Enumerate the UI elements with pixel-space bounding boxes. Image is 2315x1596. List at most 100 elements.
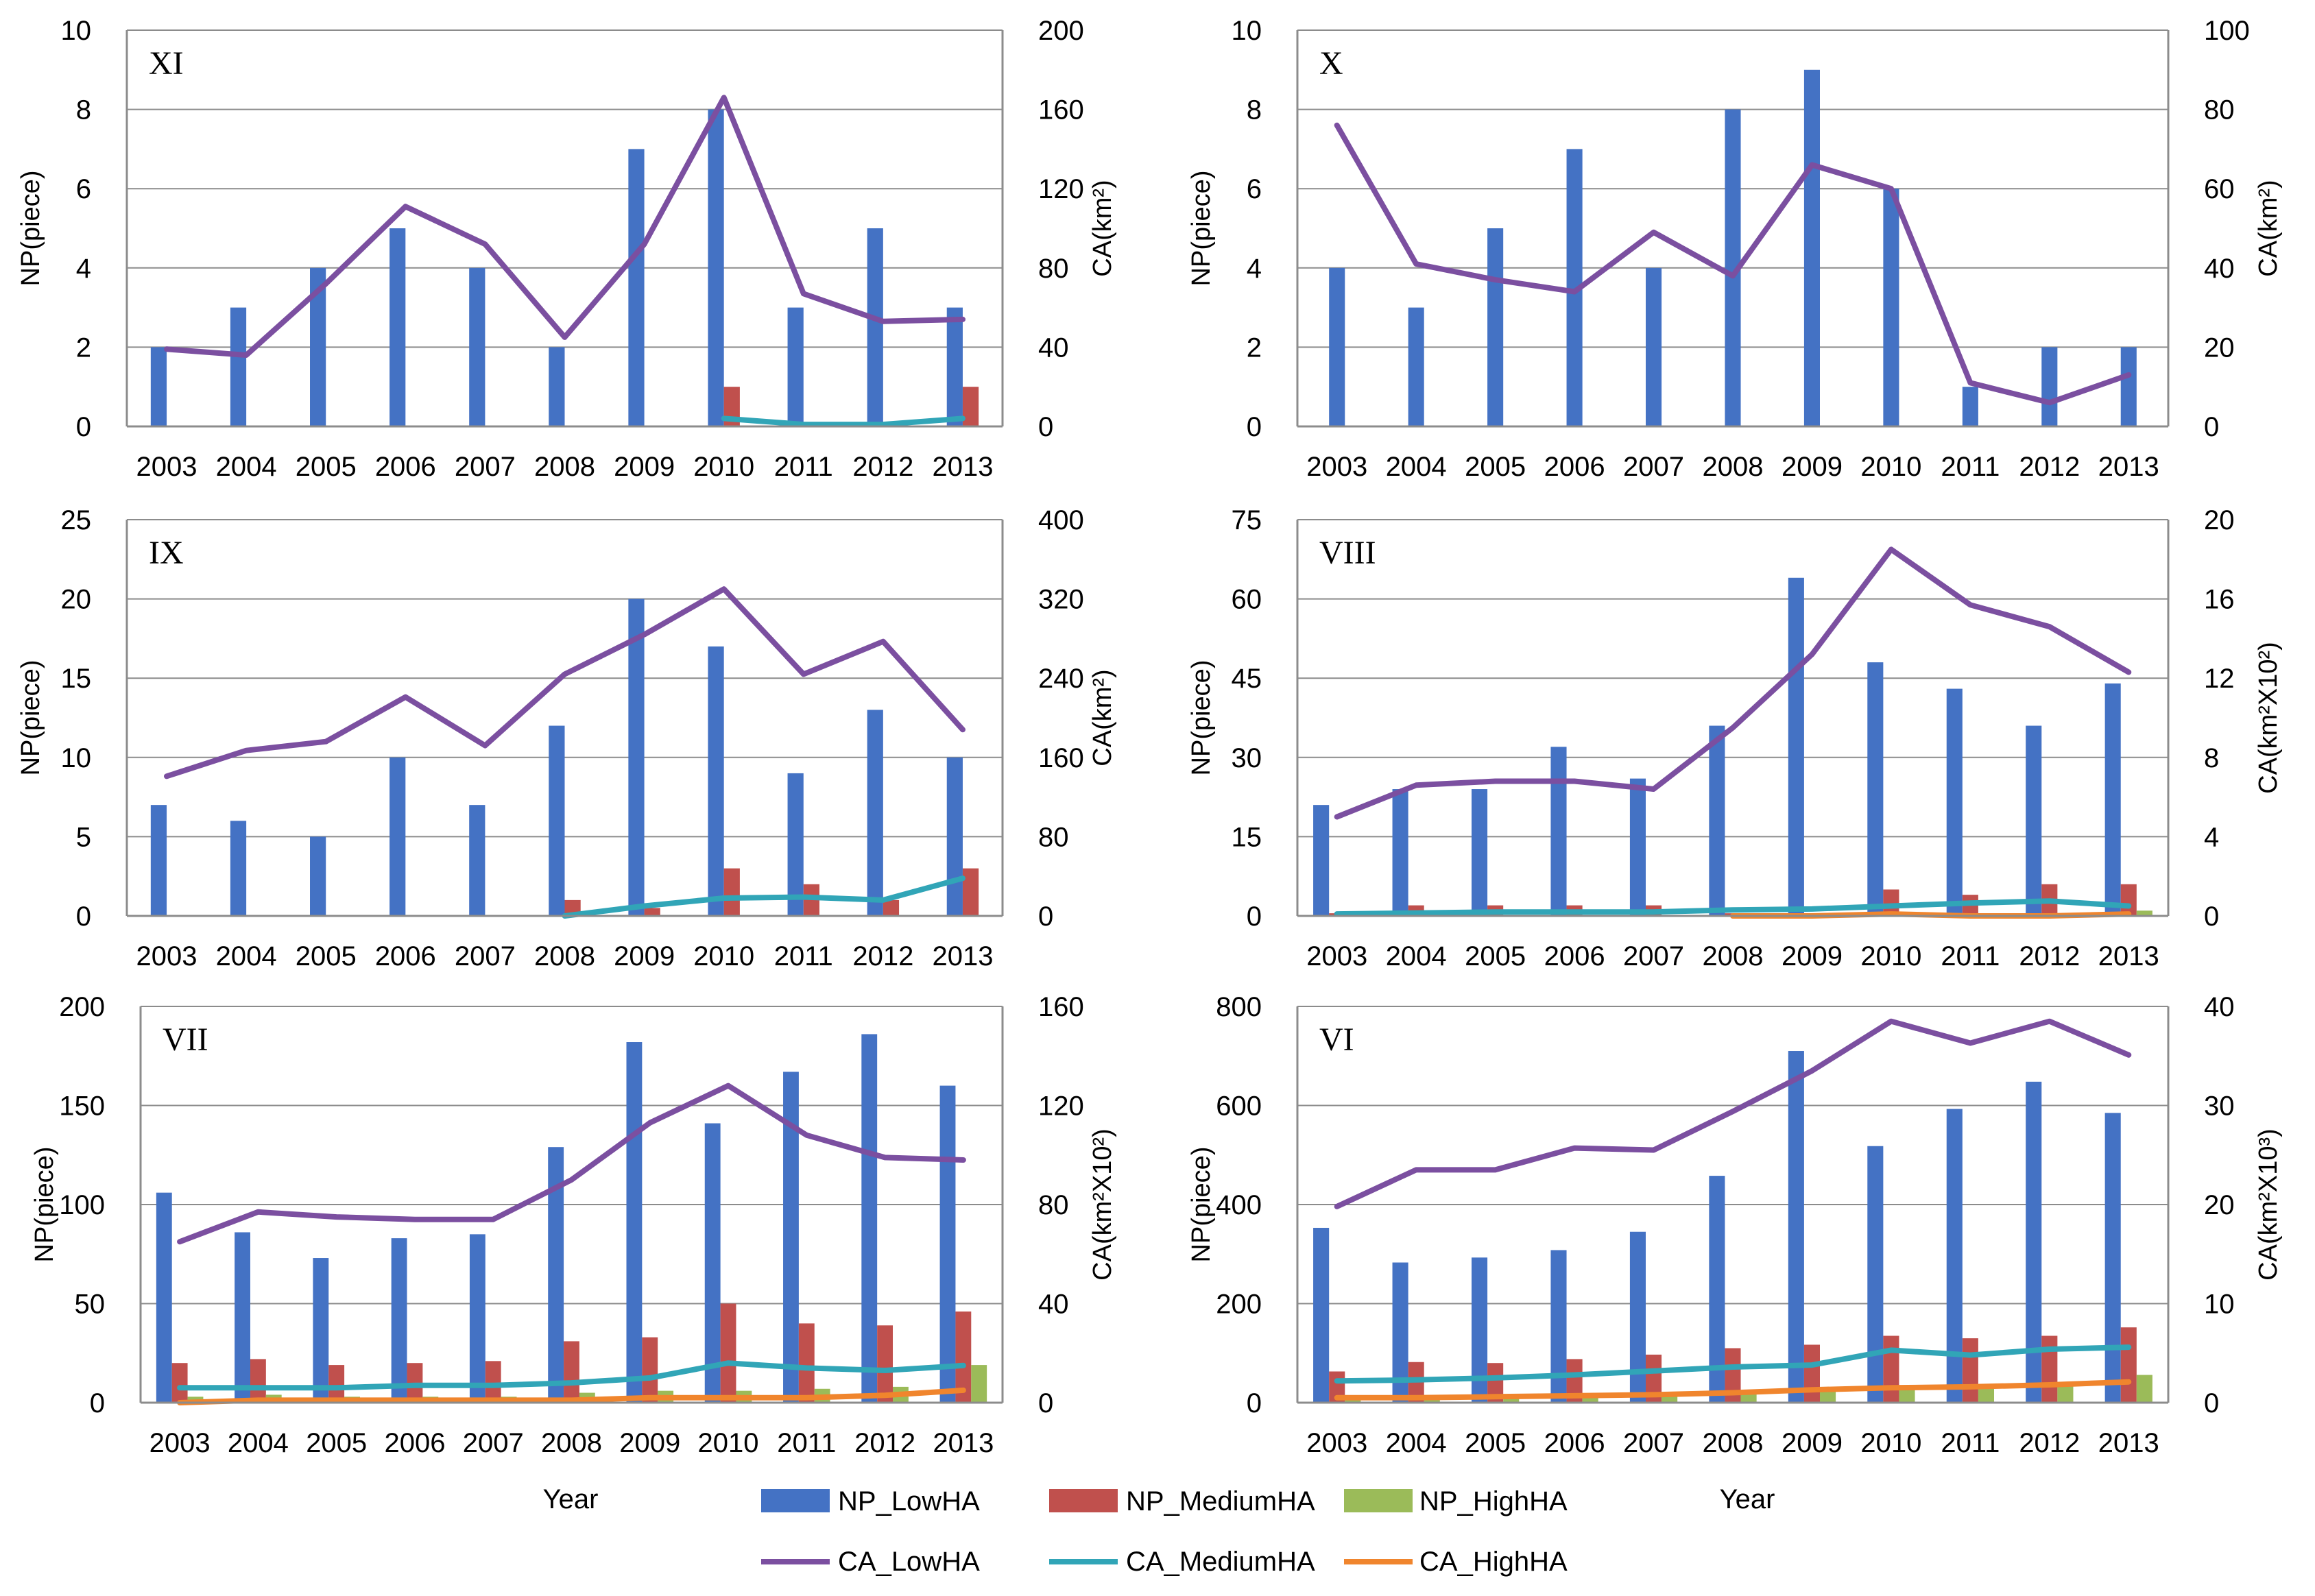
panel-viii-xtick-label-2007: 2007	[1623, 941, 1684, 971]
panel-viii-bar-np-lowha-2009	[1788, 577, 1804, 916]
panel-viii-bar-np-lowha-2011	[1946, 688, 1963, 916]
panel-ix-ytick-label-20: 20	[61, 585, 92, 615]
panel-ix-xtick-label-2004: 2004	[216, 941, 277, 971]
panel-x-ytick-label-2: 2	[1247, 332, 1262, 363]
panel-vi-y2tick-label-0: 0	[2204, 1388, 2219, 1418]
panel-xi-y2tick-label-200: 200	[1038, 16, 1084, 46]
panel-ix-y2tick-label-400: 400	[1038, 505, 1084, 535]
x-axis-title-right: Year	[1720, 1484, 1775, 1514]
panel-xi-ylabel: NP(piece)	[16, 171, 45, 287]
panel-x-ytick-label-8: 8	[1247, 95, 1262, 125]
panel-ix-xtick-label-2011: 2011	[774, 941, 833, 971]
panel-x-xtick-label-2009: 2009	[1782, 452, 1843, 482]
panel-x-ytick-label-4: 4	[1247, 254, 1262, 284]
panel-vi-line-ca-mediumha	[1334, 1344, 2132, 1384]
panel-vi-xtick-label-2009: 2009	[1782, 1428, 1843, 1458]
panel-ix-ylabel: NP(piece)	[16, 660, 45, 776]
panel-xi-xtick-label-2004: 2004	[216, 452, 277, 482]
panel-x-ytick-label-0: 0	[1247, 412, 1262, 442]
panel-xi-xtick-label-2003: 2003	[136, 452, 197, 482]
panel-ix-y2tick-label-240: 240	[1038, 664, 1084, 694]
panel-vii-bar-np-lowha-2013	[939, 1085, 956, 1403]
panel-x-ylabel: NP(piece)	[1187, 171, 1216, 287]
panel-vi-bar-np-highha-2007	[1662, 1394, 1678, 1403]
panel-ix-bar-np-mediumha-2009	[644, 908, 660, 916]
panel-vi-bar-np-highha-2011	[1978, 1388, 1994, 1403]
panel-x-bar-np-lowha-2008	[1725, 109, 1741, 426]
panel-ix: 0 5 10 15 20 25 0 80 160 240 320 400 2003 2004 2005 200…	[16, 505, 1117, 971]
legend-item-ca-highha: CA_HighHA	[1344, 1547, 1568, 1577]
panel-x-bar-np-lowha-2013	[2120, 347, 2137, 426]
panel-ix-ytick-label-25: 25	[61, 505, 92, 535]
panel-xi-y2label: CA(km²)	[1088, 180, 1117, 276]
panel-viii-bar-np-mediumha-2010	[1883, 889, 1899, 916]
legend-item-np-highha: NP_HighHA	[1344, 1486, 1568, 1516]
panel-x-xtick-label-2003: 2003	[1306, 452, 1367, 482]
panel-vi-bar-np-mediumha-2009	[1803, 1344, 1820, 1403]
panel-vi-xtick-label-2011: 2011	[1941, 1428, 2000, 1458]
panel-xi-ytick-label-4: 4	[76, 254, 91, 284]
panel-vi-bar-np-mediumha-2005	[1487, 1363, 1504, 1403]
panel-xi-y2tick-label-40: 40	[1038, 332, 1069, 363]
panel-vi-bar-np-mediumha-2013	[2120, 1327, 2137, 1403]
panel-vii-bar-np-mediumha-2004	[250, 1359, 266, 1403]
panel-x-y2tick-label-100: 100	[2204, 16, 2250, 46]
panel-x-ytick-label-10: 10	[1232, 16, 1262, 46]
panel-vii-y2tick-label-80: 80	[1038, 1190, 1069, 1220]
panel-vii-y2tick-label-0: 0	[1038, 1388, 1053, 1418]
panel-vii-ytick-label-0: 0	[90, 1388, 105, 1418]
panel-ix-bar-np-lowha-2007	[469, 805, 485, 916]
panel-vi-ytick-label-0: 0	[1247, 1388, 1262, 1418]
panel-ix-bar-np-mediumha-2013	[962, 868, 979, 916]
panel-ix-bar-np-mediumha-2012	[883, 899, 900, 916]
panel-vii-ytick-label-150: 150	[59, 1091, 105, 1122]
panel-xi-bar-np-mediumha-2013	[962, 387, 979, 426]
panel-x-y2tick-label-0: 0	[2204, 412, 2219, 442]
panel-vi-bar-np-highha-2006	[1582, 1395, 1598, 1403]
panel-x-bar-np-lowha-2009	[1803, 69, 1820, 427]
panel-x-xtick-label-2005: 2005	[1465, 452, 1526, 482]
panel-vi-bar-np-lowha-2003	[1313, 1227, 1330, 1403]
x-axis-title-left: Year	[543, 1484, 599, 1514]
panel-x-xtick-label-2010: 2010	[1860, 452, 1921, 482]
panel-vi-xtick-label-2007: 2007	[1623, 1428, 1684, 1458]
panel-vi-bar-np-mediumha-2008	[1725, 1348, 1741, 1403]
panel-xi-bar-np-lowha-2006	[389, 228, 406, 426]
panel-ix-xtick-label-2007: 2007	[455, 941, 516, 971]
panel-vi-xtick-label-2010: 2010	[1860, 1428, 1921, 1458]
panel-vi-xtick-label-2004: 2004	[1386, 1428, 1447, 1458]
panel-vii-bar-np-mediumha-2008	[564, 1341, 579, 1403]
panel-xi-xtick-label-2006: 2006	[375, 452, 436, 482]
panel-ix-xtick-label-2013: 2013	[932, 941, 993, 971]
panel-vi-bar-np-highha-2008	[1740, 1392, 1757, 1403]
panel-ix-xtick-label-2010: 2010	[693, 941, 754, 971]
panel-x-xtick-label-2012: 2012	[2019, 452, 2080, 482]
panel-viii-xtick-label-2004: 2004	[1386, 941, 1447, 971]
chart-legend: NP_LowHA NP_MediumHA NP_HighHA CA_LowHA …	[761, 1486, 1568, 1577]
panel-vii-bar-np-mediumha-2010	[720, 1303, 736, 1403]
panel-xi-xtick-label-2012: 2012	[852, 452, 913, 482]
panel-vii-bar-np-mediumha-2013	[955, 1311, 972, 1403]
panel-vii-y2tick-label-120: 120	[1038, 1091, 1084, 1122]
panel-x-y2tick-label-40: 40	[2204, 254, 2235, 284]
panel-vi-y2tick-label-30: 30	[2204, 1091, 2235, 1122]
panel-ix-xtick-label-2006: 2006	[375, 941, 436, 971]
panel-vi-bar-np-lowha-2009	[1788, 1051, 1804, 1403]
panel-vii-bar-np-lowha-2005	[313, 1258, 329, 1403]
panel-vi-ytick-label-200: 200	[1216, 1290, 1262, 1320]
panel-vi-bar-np-lowha-2004	[1392, 1262, 1408, 1403]
panel-vi-xtick-label-2006: 2006	[1544, 1428, 1605, 1458]
panel-ix-xtick-label-2003: 2003	[136, 941, 197, 971]
panel-xi-bar-np-lowha-2009	[628, 149, 645, 426]
panel-viii-bar-np-lowha-2007	[1629, 778, 1646, 916]
panel-vi-bar-np-mediumha-2012	[2041, 1335, 2058, 1403]
panel-viii-xtick-label-2005: 2005	[1465, 941, 1526, 971]
panel-vi-bar-np-lowha-2007	[1629, 1231, 1646, 1403]
panel-vii-line-ca-lowha	[177, 1083, 966, 1245]
panel-xi-xtick-label-2009: 2009	[614, 452, 675, 482]
legend-label-ca-lowha: CA_LowHA	[838, 1547, 980, 1577]
panel-viii-bar-np-highha-2013	[2136, 910, 2152, 916]
panel-xi-line-ca-lowha	[164, 95, 965, 358]
panel-viii-y2tick-label-4: 4	[2204, 822, 2219, 852]
